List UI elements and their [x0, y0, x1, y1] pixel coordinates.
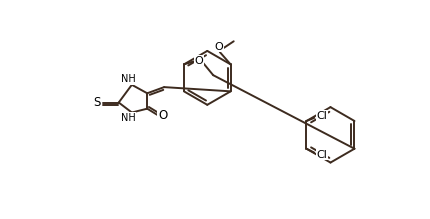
Text: S: S — [93, 96, 101, 109]
Text: O: O — [194, 56, 203, 65]
Text: NH: NH — [120, 74, 135, 84]
Text: NH: NH — [120, 113, 135, 123]
Text: O: O — [215, 42, 224, 52]
Text: Cl: Cl — [316, 111, 327, 121]
Text: Cl: Cl — [316, 150, 327, 160]
Text: O: O — [158, 109, 167, 122]
